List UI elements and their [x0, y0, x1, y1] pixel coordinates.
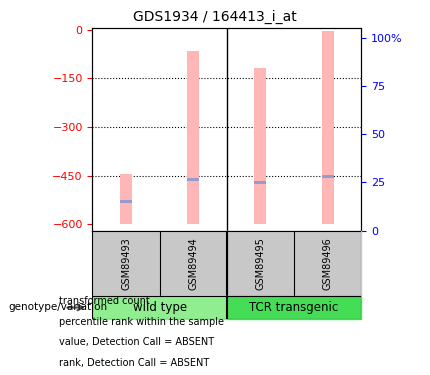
- Text: GSM89494: GSM89494: [188, 237, 198, 290]
- Text: GDS1934 / 164413_i_at: GDS1934 / 164413_i_at: [133, 10, 297, 24]
- Bar: [255, 68, 267, 224]
- Text: GSM89493: GSM89493: [121, 237, 131, 290]
- Text: rank, Detection Call = ABSENT: rank, Detection Call = ABSENT: [59, 358, 209, 368]
- Text: GSM89495: GSM89495: [255, 237, 265, 290]
- Bar: [227, 296, 361, 319]
- Text: percentile rank within the sample: percentile rank within the sample: [59, 316, 224, 327]
- Bar: [160, 231, 227, 296]
- Text: TCR transgenic: TCR transgenic: [249, 301, 339, 314]
- Bar: [187, 51, 199, 224]
- Text: wild type: wild type: [132, 301, 187, 314]
- Text: transformed count: transformed count: [59, 296, 150, 306]
- Bar: [322, 175, 334, 178]
- Bar: [227, 231, 294, 296]
- Bar: [120, 200, 132, 203]
- Bar: [187, 178, 199, 182]
- Bar: [120, 174, 132, 224]
- Text: genotype/variation: genotype/variation: [9, 303, 108, 312]
- Bar: [322, 31, 334, 224]
- Bar: [92, 231, 160, 296]
- Text: value, Detection Call = ABSENT: value, Detection Call = ABSENT: [59, 337, 215, 347]
- Bar: [255, 181, 267, 184]
- Text: GSM89496: GSM89496: [322, 237, 333, 290]
- Bar: [92, 296, 227, 319]
- Bar: [294, 231, 361, 296]
